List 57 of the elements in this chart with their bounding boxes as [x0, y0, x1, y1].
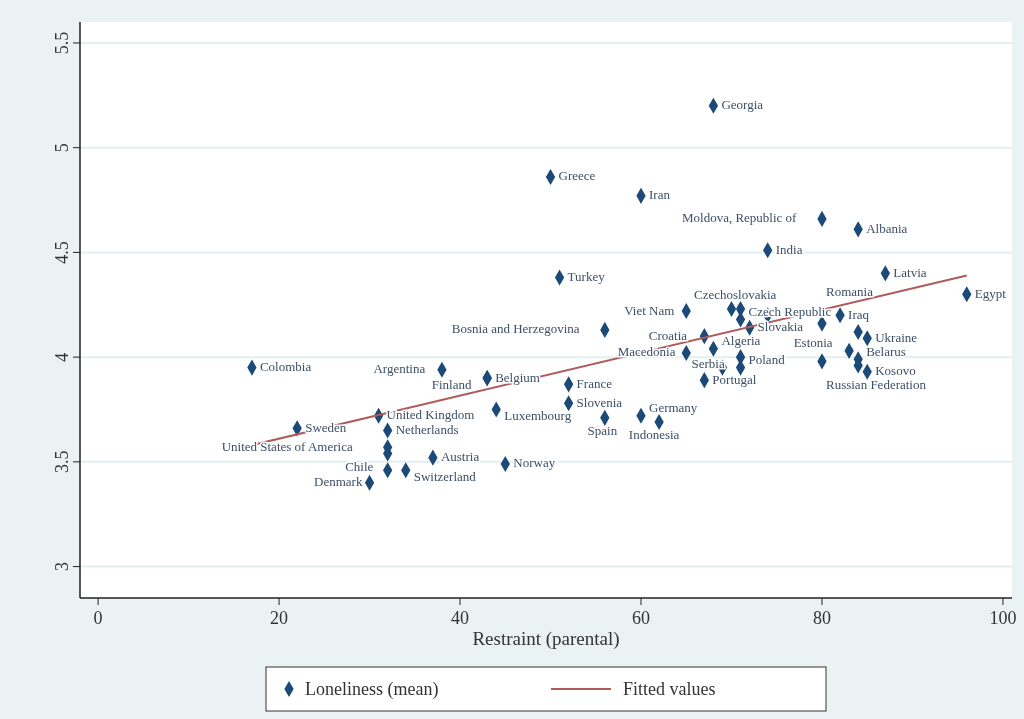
annotation: Netherlands [395, 421, 459, 437]
annotation: Belgium [495, 369, 540, 385]
annotation: Spain [587, 422, 618, 438]
y-tick-label: 3.5 [52, 450, 72, 474]
annotation: Georgia [721, 97, 764, 113]
x-axis-title: Restraint (parental) [472, 628, 620, 650]
annotation: Denmark [314, 474, 363, 490]
annotation: Moldova, Republic of [681, 210, 798, 226]
annotation: Switzerland [413, 468, 477, 484]
annotation: Slovakia [757, 319, 804, 335]
annotation: Croatia [648, 327, 688, 343]
y-tick-label: 3 [52, 562, 72, 572]
y-tick-label: 4 [52, 352, 72, 362]
y-tick-label: 4.5 [52, 241, 72, 264]
annotation: Ukraine [875, 329, 918, 345]
annotation: Bosnia and Herzegovina [451, 321, 580, 337]
legend-label: Loneliness (mean) [305, 679, 439, 700]
annotation: Indonesia [628, 427, 680, 443]
annotation: India [775, 241, 803, 257]
annotation: Estonia [793, 335, 833, 351]
x-tick-label: 40 [451, 608, 470, 628]
annotation: Algeria [721, 333, 761, 349]
annotation: Luxembourg [504, 407, 572, 423]
annotation: Austria [440, 449, 480, 465]
annotation: Germany [649, 400, 698, 416]
annotation: Viet Nam [624, 302, 675, 318]
annotation: Finland [431, 376, 472, 392]
annotation: Argentina [373, 361, 426, 377]
y-tick-label: 5 [52, 143, 72, 153]
annotation: Greece [558, 168, 596, 184]
annotation: Colombia [259, 359, 312, 375]
annotation: Portugal [712, 371, 757, 387]
annotation: Kosovo [875, 363, 916, 379]
annotation: Latvia [893, 264, 927, 280]
annotation: Norway [513, 455, 556, 471]
annotation: Iraq [848, 306, 870, 322]
x-tick-label: 80 [812, 608, 831, 628]
annotation: France [576, 375, 613, 391]
x-tick-label: 100 [989, 608, 1017, 628]
annotation: Czechoslovakia [694, 286, 777, 302]
annotation: Turkey [567, 269, 606, 285]
annotation: Albania [866, 220, 908, 236]
annotation: Romania [825, 283, 874, 299]
annotation: United Kingdom [386, 407, 475, 423]
annotation: Chile [345, 458, 374, 474]
annotation: Slovenia [576, 394, 623, 410]
annotation: Russian Federation [825, 377, 927, 393]
legend-label: Fitted values [623, 679, 716, 699]
annotation: Iran [649, 187, 671, 203]
x-tick-label: 20 [270, 608, 289, 628]
x-tick-label: 60 [632, 608, 651, 628]
y-tick-label: 5.5 [52, 31, 72, 55]
annotation: Egypt [974, 285, 1007, 301]
annotation: Belarus [866, 344, 906, 360]
annotation: Poland [748, 352, 786, 368]
annotation: United States of America [221, 438, 353, 454]
x-tick-label: 0 [93, 608, 103, 628]
